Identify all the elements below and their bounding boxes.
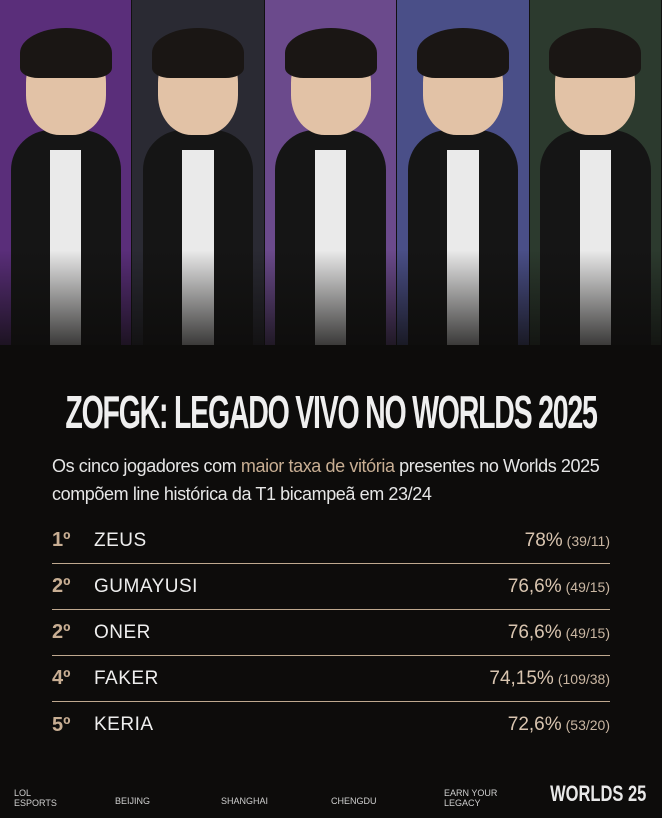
win-rate-value: 74,15% (489, 667, 554, 689)
footer-earn: EARN YOUR (444, 788, 498, 798)
footer-esports: ESPORTS (14, 798, 57, 808)
subtitle: Os cinco jogadores com maior taxa de vit… (52, 452, 652, 508)
ranking-row: 2º GUMAYUSI 76,6% (49/15) (52, 564, 610, 610)
rank: 1º (52, 529, 71, 551)
win-rate-value: 78% (524, 529, 563, 551)
footer-lol: LOL (14, 788, 32, 798)
footer-beijing: BEIJING (115, 796, 151, 806)
win-rate: 78% (39/11) (525, 530, 610, 552)
win-rate: 76,6% (49/15) (508, 622, 610, 644)
win-rate: 72,6% (53/20) (508, 714, 610, 736)
ranking-row: 1º ZEUS 78% (39/11) (52, 518, 610, 564)
footer-legacy: LEGACY (444, 798, 481, 808)
win-loss-record: (39/11) (566, 532, 610, 549)
win-rate: 74,15% (109/38) (489, 668, 610, 690)
rank: 5º (52, 713, 71, 736)
ranking-list: 1º ZEUS 78% (39/11) 2º GUMAYUSI 76,6% (49/15) 2º… (52, 518, 610, 748)
footer-earn-legacy: EARN YOUR LEGACY (444, 788, 497, 808)
worlds-logo: WORLDS 25 (549, 781, 646, 806)
gradient-overlay (0, 250, 662, 370)
ranking-row: 2º ONER 76,6% (49/15) (52, 610, 610, 656)
win-rate: 76,6% (49/15) (508, 576, 610, 598)
win-loss-record: (53/20) (565, 717, 610, 733)
footer: LOL ESPORTS BEIJING SHANGHAI CHENGDU EARN… (0, 786, 540, 816)
subtitle-text: Os cinco jogadores com (52, 456, 241, 476)
title-container: ZOFGK: LEGADO VIVO NO WORLDS 2025 (0, 384, 662, 440)
footer-chengdu: CHENGDU (331, 796, 377, 806)
main-content: ZOFGK: LEGADO VIVO NO WORLDS 2025 Os cin… (0, 384, 662, 748)
player-name: GUMAYUSI (94, 575, 198, 597)
rank: 4º (52, 667, 71, 689)
player-name: FAKER (94, 667, 159, 689)
footer-lol-esports: LOL ESPORTS (14, 788, 57, 808)
ranking-row: 5º KERIA 72,6% (53/20) (52, 702, 610, 748)
win-loss-record: (109/38) (557, 670, 610, 687)
win-loss-record: (49/15) (565, 578, 610, 595)
player-name: ZEUS (94, 529, 147, 551)
footer-shanghai: SHANGHAI (221, 796, 269, 806)
subtitle-highlight: maior taxa de vitória (240, 456, 395, 476)
win-loss-record: (49/15) (565, 624, 610, 641)
player-name: KERIA (94, 714, 154, 735)
ranking-row: 4º FAKER 74,15% (109/38) (52, 656, 610, 702)
player-name: ONER (94, 621, 151, 643)
rank: 2º (52, 621, 71, 643)
subtitle-text-end: presentes no Worlds 2025 compõem line hi… (52, 456, 600, 504)
rank: 2º (52, 575, 71, 597)
page-title: ZOFGK: LEGADO VIVO NO WORLDS 2025 (65, 386, 597, 438)
win-rate-value: 72,6% (507, 714, 562, 735)
win-rate-value: 76,6% (507, 621, 562, 643)
win-rate-value: 76,6% (507, 575, 562, 597)
